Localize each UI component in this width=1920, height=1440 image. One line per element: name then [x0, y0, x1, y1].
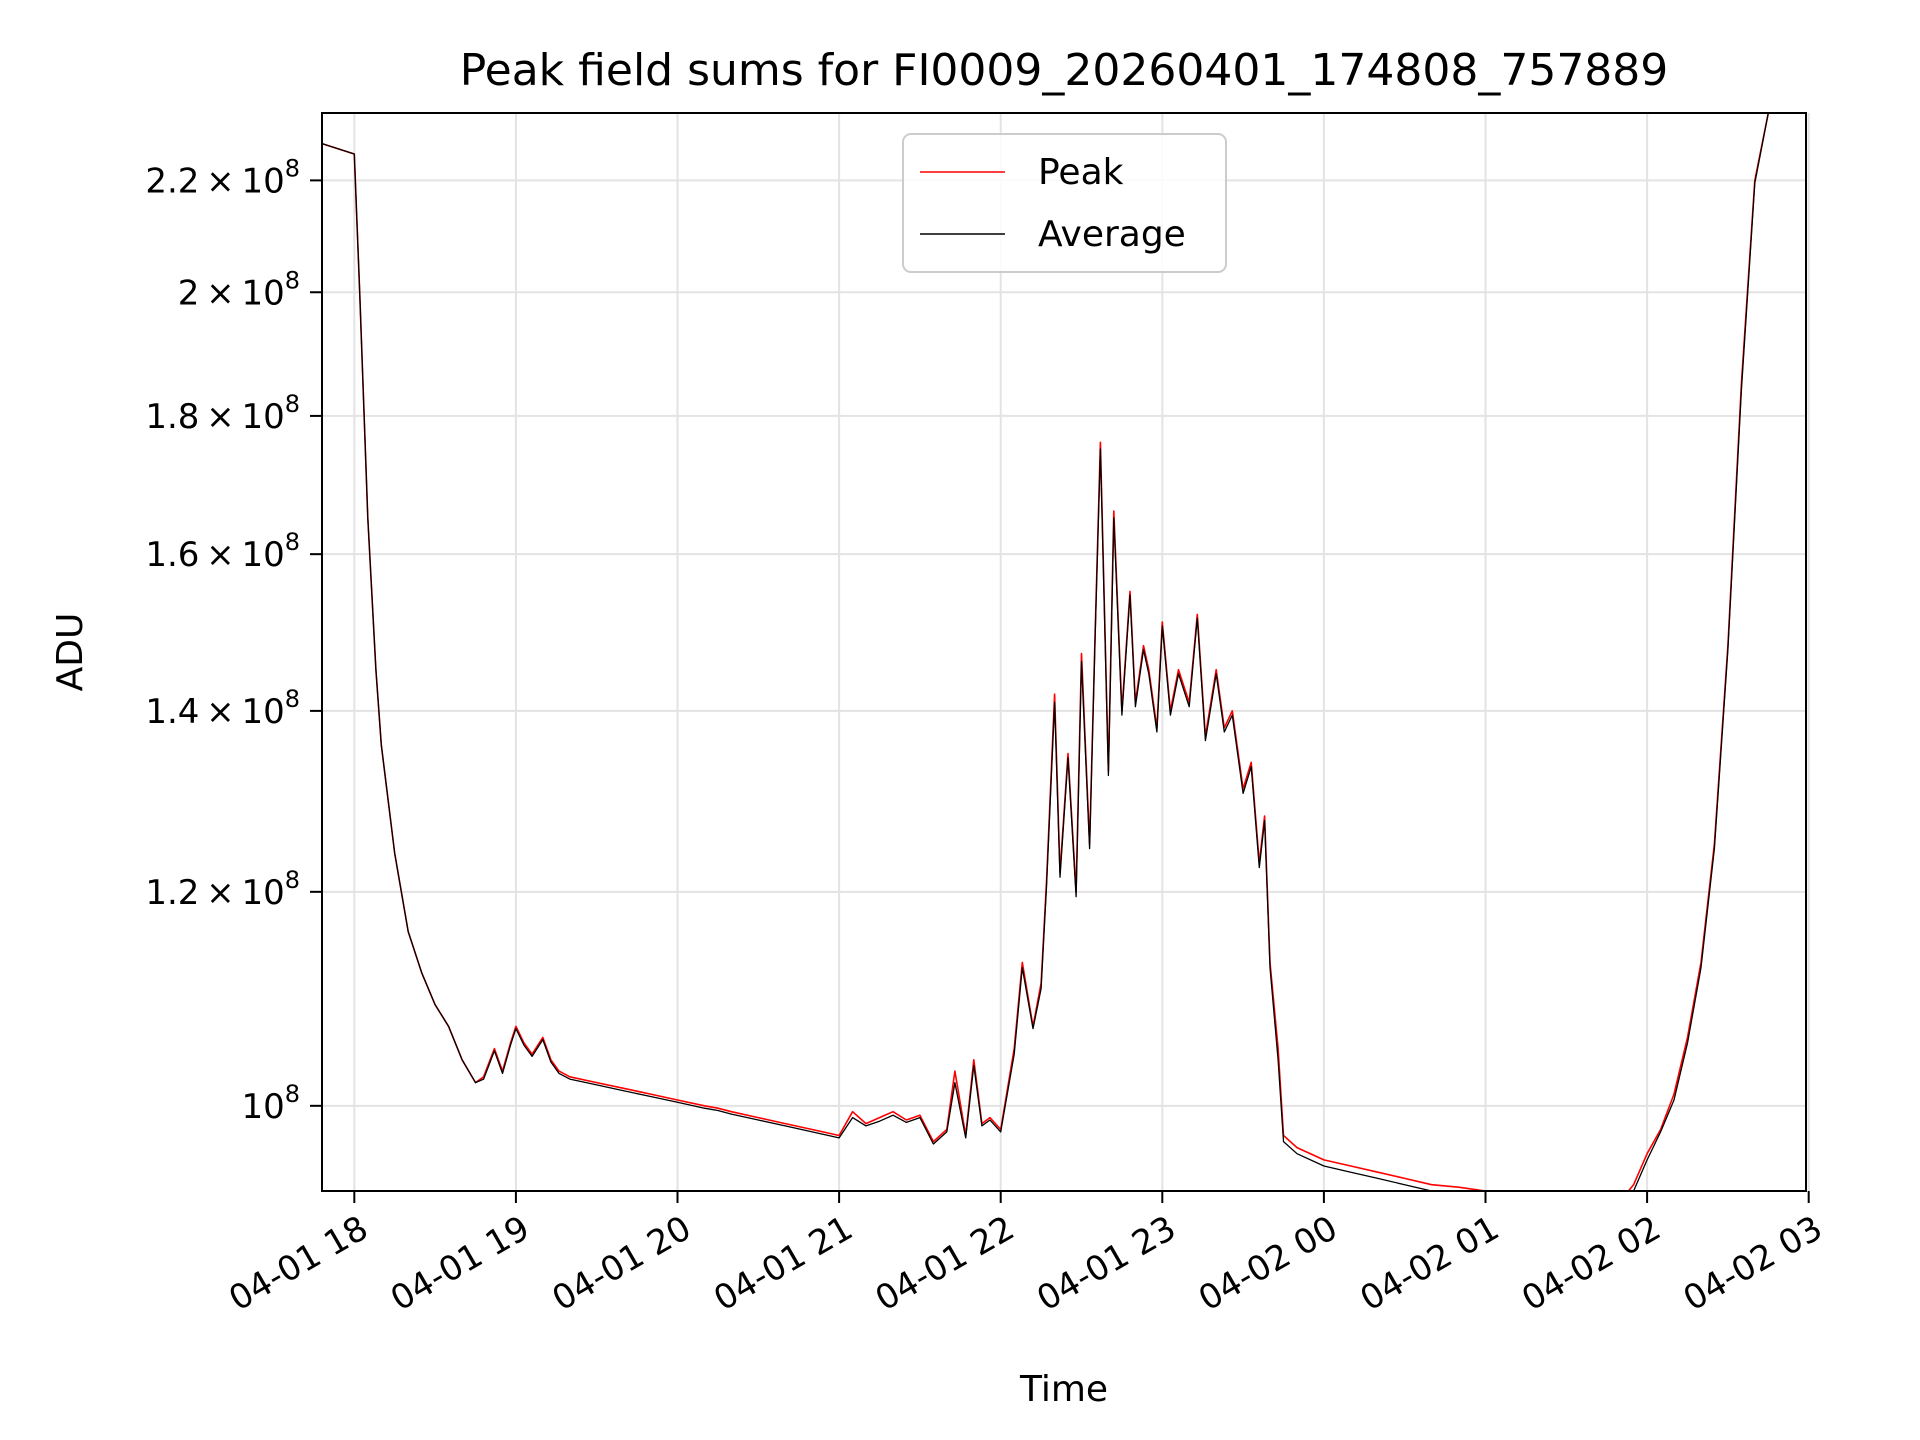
- legend-label-peak: Peak: [1038, 152, 1124, 193]
- chart-title: Peak field sums for FI0009_20260401_1748…: [460, 45, 1669, 96]
- y-tick-label: 1.6 × 108: [145, 528, 300, 575]
- y-tick-label: 1.4 × 108: [145, 685, 300, 732]
- series-layer: [322, 113, 1770, 1191]
- series-line-average: [322, 113, 1769, 1191]
- x-axis-label: Time: [1019, 1369, 1108, 1410]
- y-tick-label: 2 × 108: [178, 266, 300, 313]
- y-tick-label: 108: [241, 1080, 300, 1127]
- y-tick-label: 1.8 × 108: [145, 390, 300, 437]
- grid: [322, 113, 1810, 1191]
- y-tick-label: 2.2 × 108: [145, 154, 300, 201]
- legend-label-average: Average: [1038, 214, 1186, 255]
- y-axis: 108 1.2 × 108 1.4 × 108 1.6 × 108 1.8 × 108 2…: [145, 154, 322, 1127]
- plot-frame: [321, 112, 1807, 1192]
- y-axis-label: ADU: [50, 613, 91, 692]
- legend-box: [902, 133, 1227, 273]
- y-tick-label: 1.2 × 108: [145, 866, 300, 913]
- legend: Peak Average: [902, 133, 1227, 273]
